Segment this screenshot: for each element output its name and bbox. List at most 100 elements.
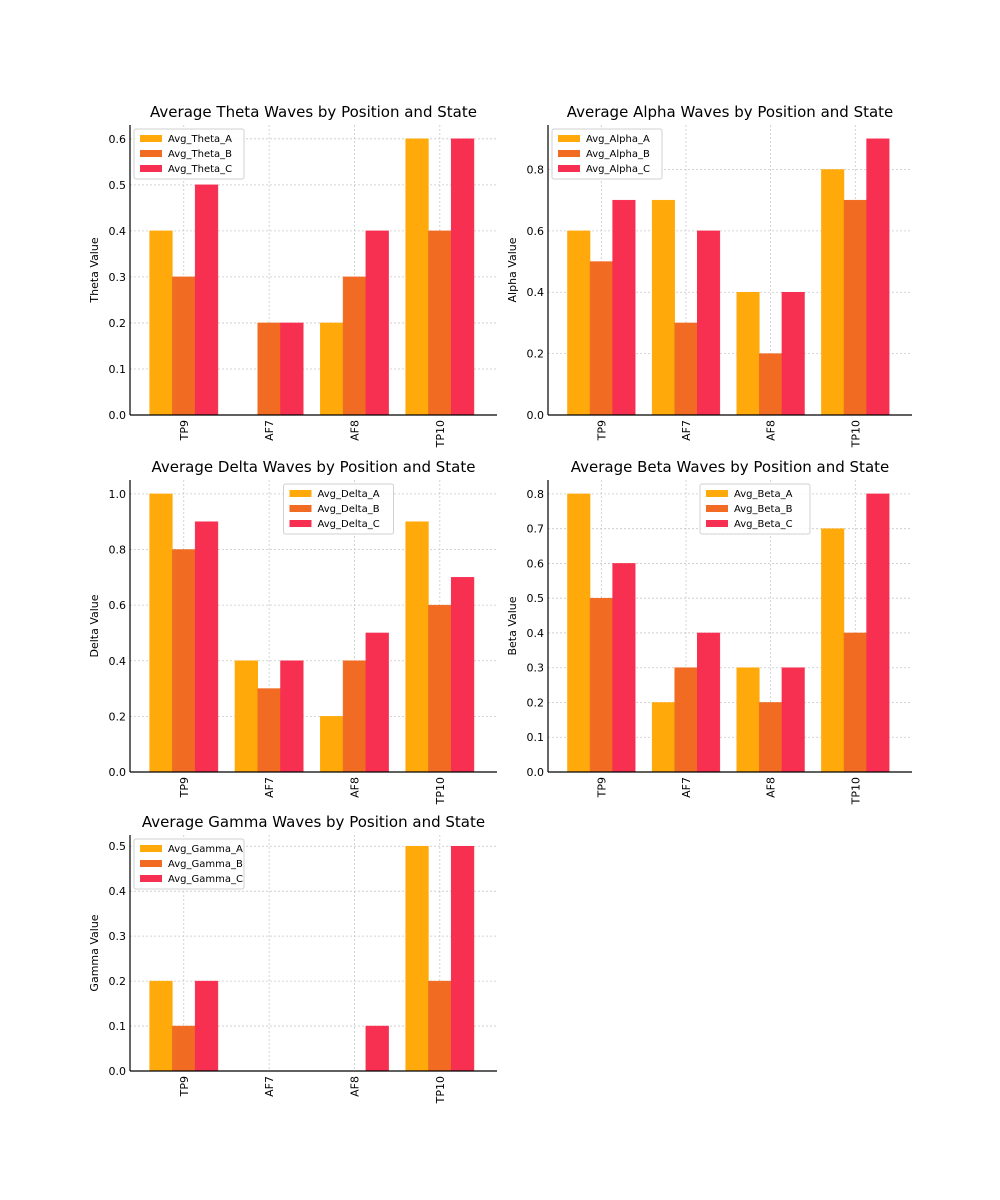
subplot-delta: 0.0 0.2 0.4 0.6 0.8 1.0 TP9 AF7 AF8 TP10 Average D… xyxy=(88,458,497,805)
y-tick-label: 0.0 xyxy=(109,1065,127,1078)
bar-avg-alpha-c-af8 xyxy=(781,291,805,416)
subplot-theta: 0.0 0.1 0.2 0.3 0.4 0.5 0.6 TP9 AF7 AF8 TP10 Averag… xyxy=(88,103,497,448)
y-tick-label: 0.1 xyxy=(109,1020,127,1033)
bar-avg-alpha-b-af7 xyxy=(674,322,698,416)
chart-title: Average Delta Waves by Position and Stat… xyxy=(152,458,476,476)
bar-avg-gamma-c-af8 xyxy=(365,1025,389,1072)
y-tick-label: 0.2 xyxy=(527,696,545,709)
bar-avg-delta-a-tp10 xyxy=(405,521,429,773)
bar-avg-gamma-a-tp10 xyxy=(405,845,429,1072)
x-tick-label: TP9 xyxy=(595,777,608,798)
bar-avg-delta-b-tp9 xyxy=(172,549,196,773)
x-tick-label: AF8 xyxy=(765,777,778,798)
bar-avg-theta-a-af8 xyxy=(320,322,344,416)
legend: Avg_Gamma_A Avg_Gamma_B Avg_Gamma_C xyxy=(133,838,245,890)
y-axis-label: Alpha Value xyxy=(506,237,519,302)
x-tick-label: AF7 xyxy=(263,420,276,441)
bar-avg-delta-c-af7 xyxy=(280,660,304,773)
y-tick-label: 0.4 xyxy=(109,655,127,668)
bar-avg-delta-a-tp9 xyxy=(149,493,173,773)
legend-swatch xyxy=(140,875,162,882)
legend-label: Avg_Delta_A xyxy=(318,489,380,500)
y-tick-label: 0.5 xyxy=(527,592,545,605)
x-tick-label: AF7 xyxy=(680,777,693,798)
legend-swatch xyxy=(289,520,312,527)
bar-avg-delta-b-af7 xyxy=(257,688,281,773)
bar-avg-beta-a-af7 xyxy=(651,702,675,773)
bar-avg-theta-a-tp10 xyxy=(405,138,429,416)
bar-avg-gamma-a-tp9 xyxy=(149,980,173,1072)
bar-avg-theta-b-tp10 xyxy=(428,230,452,416)
bar-avg-theta-c-af7 xyxy=(280,322,304,416)
legend-label: Avg_Gamma_A xyxy=(168,844,243,855)
bar-avg-alpha-c-tp10 xyxy=(866,138,890,416)
x-tick-label: AF8 xyxy=(348,1076,361,1097)
legend-label: Avg_Theta_A xyxy=(168,134,232,145)
y-tick-label: 0.8 xyxy=(527,488,545,501)
y-tick-label: 0.6 xyxy=(109,133,127,146)
y-tick-label: 0.3 xyxy=(109,930,127,943)
x-tick-label: TP10 xyxy=(849,777,862,805)
legend-label: Avg_Gamma_C xyxy=(168,874,243,885)
bar-avg-delta-c-tp9 xyxy=(194,521,219,773)
bar-avg-theta-b-tp9 xyxy=(172,276,196,416)
x-tick-label: TP10 xyxy=(849,420,862,448)
x-tick-label: AF7 xyxy=(263,1076,276,1097)
bar-avg-alpha-a-tp10 xyxy=(821,169,845,416)
bar-avg-delta-c-af8 xyxy=(365,632,389,773)
x-tick-label: TP9 xyxy=(178,777,191,798)
bar-avg-alpha-b-af8 xyxy=(759,353,783,416)
bar-avg-alpha-a-tp9 xyxy=(567,230,591,416)
y-tick-label: 0.0 xyxy=(527,409,545,422)
legend-label: Avg_Delta_B xyxy=(318,504,380,515)
legend: Avg_Beta_A Avg_Beta_B Avg_Beta_C xyxy=(699,483,811,535)
y-tick-label: 0.8 xyxy=(109,544,127,557)
x-tick-label: TP9 xyxy=(595,420,608,441)
bar-avg-beta-b-af8 xyxy=(759,702,783,773)
x-tick-label: TP9 xyxy=(178,420,191,441)
bar-avg-delta-b-af8 xyxy=(342,660,367,773)
y-tick-label: 0.2 xyxy=(527,348,545,361)
bar-avg-delta-a-af7 xyxy=(234,660,258,773)
subplot-beta: 0.0 0.1 0.2 0.3 0.4 0.5 0.6 0.7 0.8 TP9 AF7 AF8 TP10… xyxy=(506,458,912,805)
legend: Avg_Delta_A Avg_Delta_B Avg_Delta_C xyxy=(283,483,394,535)
chart-title: Average Beta Waves by Position and State xyxy=(571,458,890,476)
legend-label: Avg_Beta_C xyxy=(734,519,793,530)
bar-avg-theta-c-af8 xyxy=(365,230,389,416)
bar-avg-delta-c-tp10 xyxy=(450,577,475,773)
y-tick-label: 0.1 xyxy=(527,731,545,744)
y-axis-label: Delta Value xyxy=(88,594,101,657)
bar-avg-beta-b-af7 xyxy=(674,667,698,773)
y-axis-label: Beta Value xyxy=(506,596,519,655)
bar-avg-theta-a-tp9 xyxy=(149,230,173,416)
chart-title: Average Gamma Waves by Position and Stat… xyxy=(142,813,485,831)
y-tick-label: 0.4 xyxy=(109,885,127,898)
bar-avg-alpha-c-af7 xyxy=(697,230,721,416)
x-tick-label: AF7 xyxy=(680,420,693,441)
bar-avg-gamma-b-tp10 xyxy=(428,980,452,1072)
bar-avg-theta-b-af8 xyxy=(342,276,367,416)
y-tick-label: 0.4 xyxy=(527,627,545,640)
legend-label: Avg_Theta_B xyxy=(168,149,232,160)
bar-avg-beta-b-tp10 xyxy=(843,632,867,773)
legend-label: Avg_Theta_C xyxy=(168,164,232,175)
legend-label: Avg_Alpha_A xyxy=(586,134,650,145)
bar-avg-beta-c-af8 xyxy=(781,667,805,773)
bar-avg-theta-c-tp10 xyxy=(450,138,475,416)
legend-label: Avg_Delta_C xyxy=(318,519,380,530)
y-tick-label: 0.0 xyxy=(527,766,545,779)
bar-avg-alpha-a-af7 xyxy=(651,199,675,416)
y-axis-label: Theta Value xyxy=(88,237,101,303)
x-tick-label: TP10 xyxy=(434,777,447,805)
bar-avg-gamma-c-tp10 xyxy=(450,845,475,1072)
y-tick-label: 0.5 xyxy=(109,179,127,192)
y-tick-label: 0.6 xyxy=(109,599,127,612)
bar-avg-alpha-c-tp9 xyxy=(612,199,636,416)
y-tick-label: 0.4 xyxy=(527,286,545,299)
legend-swatch xyxy=(140,135,162,142)
bar-avg-beta-a-tp10 xyxy=(821,528,845,773)
bar-avg-beta-a-af8 xyxy=(736,667,760,773)
y-tick-label: 0.2 xyxy=(109,710,127,723)
legend: Avg_Alpha_A Avg_Alpha_B Avg_Alpha_C xyxy=(551,128,663,180)
